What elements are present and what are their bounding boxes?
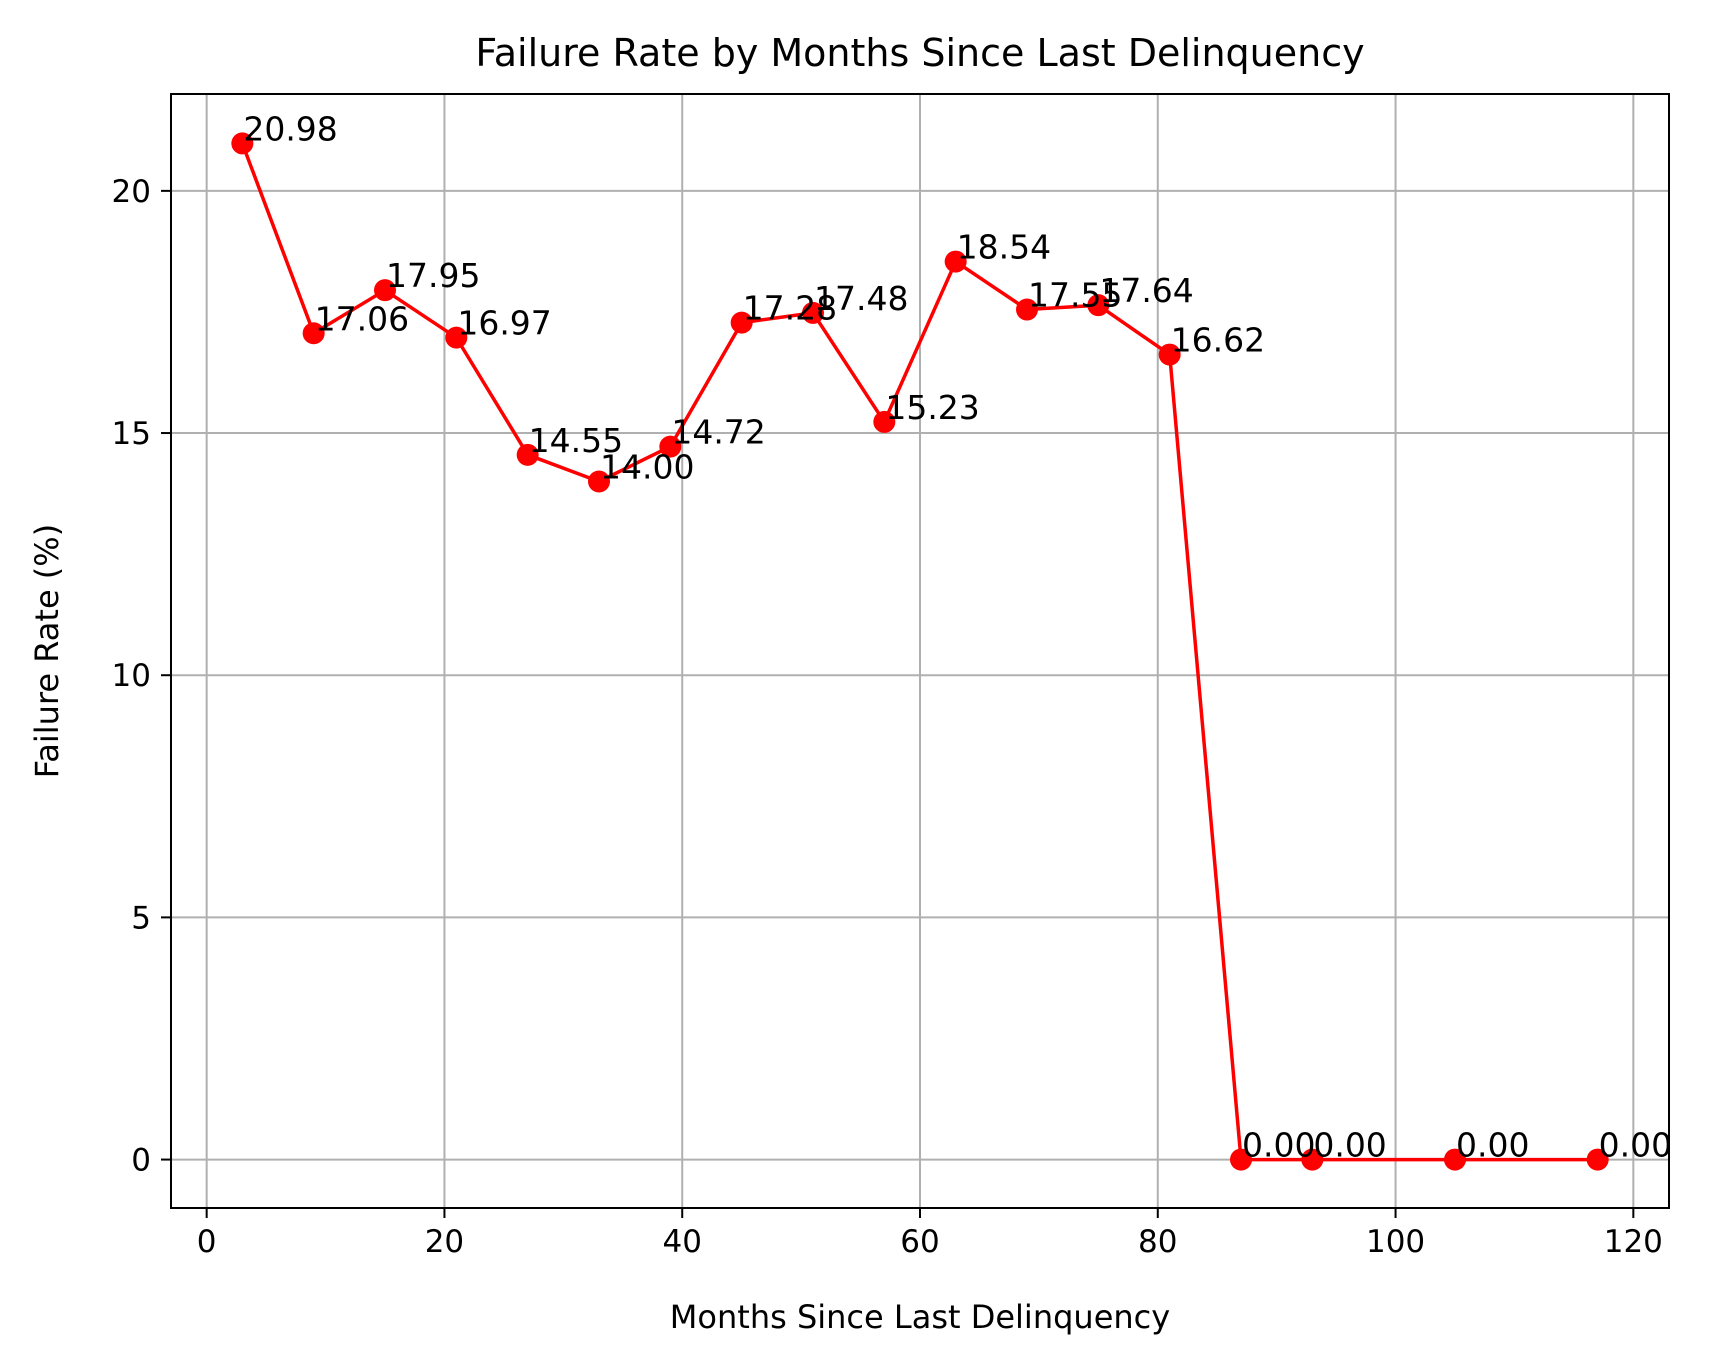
- data-point: [374, 279, 396, 302]
- data-point: [231, 132, 254, 155]
- data-point: [516, 443, 539, 466]
- data-label: 17.95: [386, 256, 480, 295]
- x-tick-label: 0: [197, 1224, 217, 1260]
- x-tick-label: 60: [900, 1224, 939, 1260]
- data-point: [1087, 294, 1110, 317]
- data-point: [588, 470, 610, 493]
- x-tick-label: 100: [1366, 1224, 1425, 1260]
- data-label: 0.00: [1456, 1126, 1529, 1165]
- data-label: 0.00: [1599, 1126, 1672, 1165]
- x-tick-label: 80: [1138, 1224, 1177, 1260]
- data-label: 17.06: [315, 299, 409, 338]
- y-tick-label: 20: [112, 174, 151, 210]
- data-point: [1586, 1148, 1609, 1171]
- data-point: [1230, 1148, 1252, 1171]
- series-line: [240, 142, 1598, 1162]
- x-tick-label: 20: [425, 1224, 464, 1260]
- data-label: 17.64: [1099, 271, 1193, 310]
- data-label: 0.00: [1242, 1126, 1315, 1165]
- data-label: 16.97: [457, 304, 551, 343]
- y-axis-label: Failure Rate (%): [28, 524, 66, 778]
- data-point: [1158, 343, 1181, 366]
- data-label: 15.23: [885, 388, 979, 427]
- data-point: [302, 322, 325, 345]
- data-point: [445, 326, 468, 349]
- data-point: [659, 435, 682, 458]
- x-axis-label: Months Since Last Delinquency: [670, 1298, 1170, 1336]
- data-point: [1444, 1148, 1466, 1171]
- series-failure-rate: [231, 132, 1609, 1171]
- data-label: 18.54: [957, 228, 1051, 267]
- data-label: 14.00: [600, 447, 694, 486]
- chart-title: Failure Rate by Months Since Last Delinq…: [475, 31, 1364, 75]
- y-tick-label: 10: [112, 658, 151, 694]
- data-label: 14.55: [529, 421, 623, 460]
- x-tick-label: 40: [662, 1224, 701, 1260]
- data-label: 14.72: [671, 413, 765, 452]
- data-point: [802, 301, 824, 324]
- y-tick-label: 5: [131, 900, 151, 936]
- data-point: [730, 311, 753, 334]
- y-tick-label: 15: [112, 416, 151, 452]
- data-label: 17.28: [743, 289, 837, 328]
- data-label: 0.00: [1313, 1126, 1386, 1165]
- data-point: [1301, 1148, 1324, 1171]
- data-label: 20.98: [243, 109, 337, 148]
- data-point: [944, 250, 967, 273]
- data-label: 17.48: [814, 279, 908, 318]
- y-tick-label: 0: [131, 1143, 151, 1179]
- axis-ticks: 0 20 40 60 80 100 120 0 5 10 15 20: [112, 174, 1663, 1260]
- data-point: [873, 410, 896, 433]
- grid-lines: [171, 94, 1669, 1208]
- data-label: 17.55: [1028, 276, 1122, 315]
- x-tick-label: 120: [1604, 1224, 1663, 1260]
- data-label: 16.62: [1171, 321, 1265, 360]
- data-point: [1016, 298, 1038, 321]
